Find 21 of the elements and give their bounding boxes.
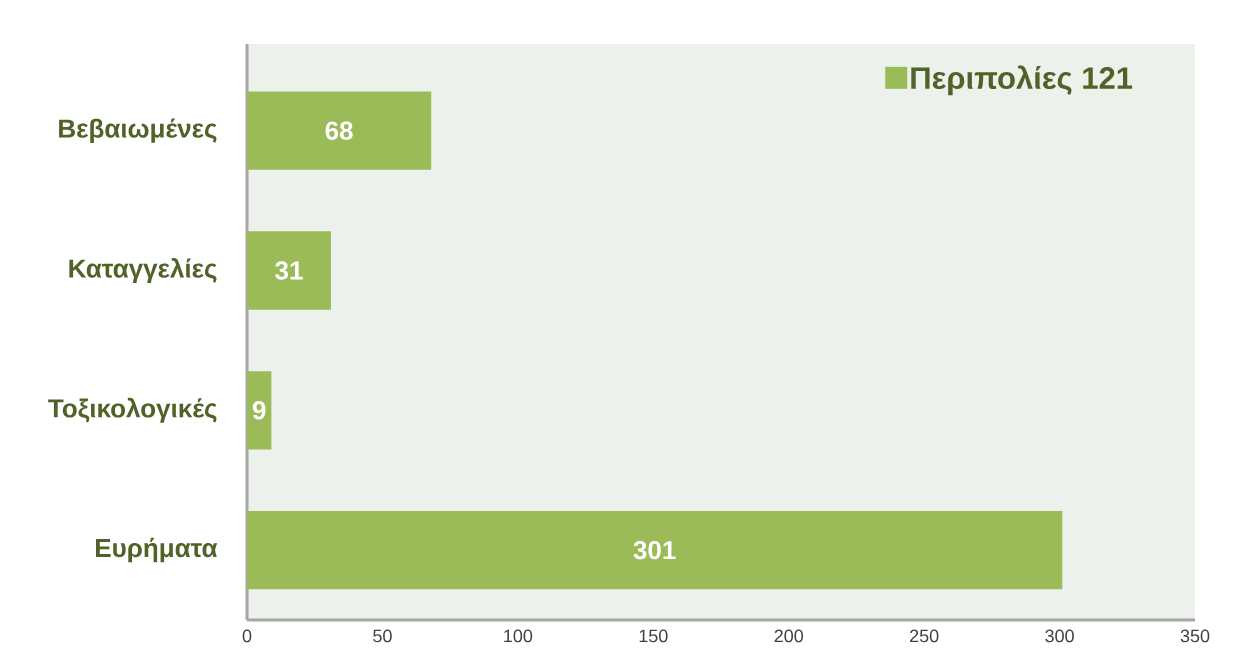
x-tick-label: 350 bbox=[1180, 629, 1210, 643]
x-tick-label: 200 bbox=[774, 629, 804, 643]
x-tick-label: 0 bbox=[242, 629, 252, 643]
x-tick-label: 100 bbox=[504, 629, 533, 643]
bar bbox=[247, 510, 1063, 590]
data-label: 301 bbox=[633, 540, 676, 560]
data-label: 31 bbox=[275, 261, 303, 280]
x-tick-label: 300 bbox=[1045, 629, 1074, 643]
data-label: 68 bbox=[325, 121, 353, 140]
x-tick-label: 250 bbox=[910, 629, 939, 643]
bar bbox=[247, 371, 272, 450]
data-label: 9 bbox=[252, 401, 266, 420]
legend-label: Περιπολίες 121 bbox=[911, 65, 1133, 96]
y-tick-label: Βεβαιωμένες bbox=[59, 118, 217, 143]
y-tick-label: Τοξικολογικές bbox=[48, 397, 217, 423]
y-tick-label: Καταγγελίες bbox=[69, 258, 217, 283]
bar bbox=[247, 91, 432, 170]
x-tick-label: 150 bbox=[639, 629, 668, 643]
bar bbox=[247, 231, 331, 310]
x-tick-label: 50 bbox=[373, 629, 392, 643]
y-tick-label: Ευρήματα bbox=[96, 537, 218, 563]
